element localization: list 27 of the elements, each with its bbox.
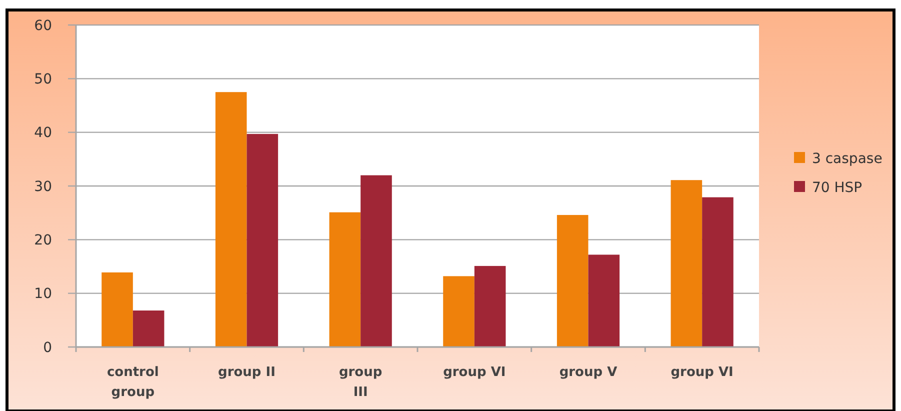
x-tick-label: group V — [559, 365, 618, 380]
y-tick-label: 40 — [34, 125, 52, 142]
y-tick-label: 60 — [34, 18, 52, 34]
legend-label: 70 HSP — [812, 180, 862, 196]
bar — [702, 197, 734, 347]
y-tick-label: 30 — [34, 178, 52, 195]
bar — [246, 134, 278, 347]
x-tick-label: group VI — [670, 365, 734, 380]
x-tick-label: group II — [218, 365, 276, 380]
y-tick-label: 50 — [34, 72, 52, 88]
bar — [670, 180, 702, 347]
bar — [215, 92, 247, 347]
x-tick-label: control group — [106, 365, 159, 400]
bar — [329, 212, 361, 347]
bar — [556, 214, 588, 347]
bar — [588, 254, 620, 347]
legend-label: 3 caspase — [812, 150, 882, 167]
bar — [360, 175, 392, 347]
bar — [132, 310, 164, 347]
bar — [474, 266, 506, 347]
y-tick-label: 20 — [34, 232, 52, 249]
x-tick-label: group VI — [443, 365, 506, 380]
bar — [443, 276, 474, 347]
x-tick-label: group III — [338, 365, 382, 400]
bar — [102, 272, 133, 347]
y-tick-label: 0 — [43, 340, 52, 356]
y-tick-label: 10 — [34, 286, 52, 302]
